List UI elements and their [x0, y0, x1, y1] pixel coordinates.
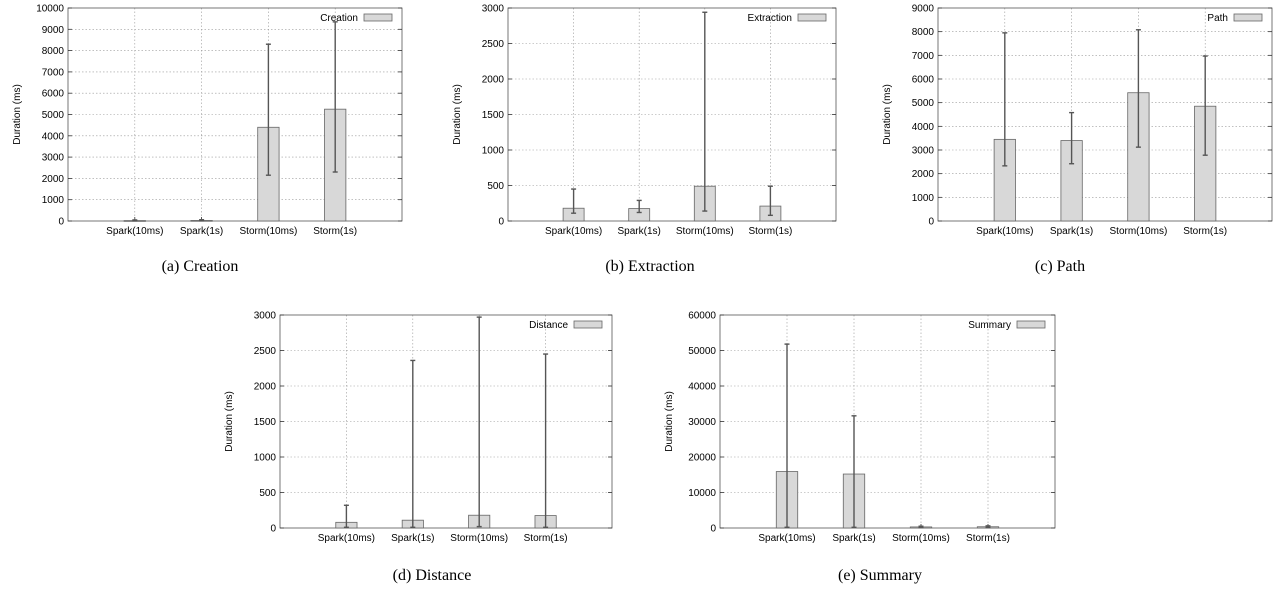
y-tick-label: 7000 [912, 51, 935, 62]
x-tick-label-storm-10ms: Storm(10ms) [450, 533, 508, 544]
legend-swatch-summary [1016, 320, 1046, 329]
x-tick-label-spark-10ms: Spark(10ms) [318, 533, 375, 544]
y-tick-label: 2000 [482, 75, 505, 86]
y-tick-label: 30000 [688, 417, 716, 428]
y-tick-label: 1500 [254, 417, 277, 428]
x-tick-label-spark-1s: Spark(1s) [618, 226, 661, 237]
y-tick-label: 1500 [482, 110, 505, 121]
y-tick-label: 9000 [912, 4, 935, 15]
y-tick-label: 3000 [482, 4, 505, 15]
y-tick-label: 500 [259, 488, 276, 499]
chart-caption-distance: (d) Distance [392, 567, 472, 584]
chart-summary-svg: 0 10000 20000 30000 40000 50000 60000 Spark(10m… [664, 311, 1056, 544]
y-axis-label: Duration (ms) [224, 391, 235, 452]
x-tick-label-spark-10ms: Spark(10ms) [545, 226, 602, 237]
y-tick-label: 1000 [482, 146, 505, 157]
x-tick-label-storm-1s: Storm(1s) [524, 533, 568, 544]
x-tick-label-spark-1s: Spark(1s) [391, 533, 434, 544]
legend-swatch-extraction [797, 13, 827, 22]
legend-label-creation: Creation [320, 13, 358, 24]
x-tick-label-storm-1s: Storm(1s) [748, 226, 792, 237]
x-tick-label-spark-1s: Spark(1s) [1050, 226, 1093, 237]
y-tick-label: 6000 [912, 75, 935, 86]
legend-label-summary: Summary [968, 320, 1011, 331]
x-tick-label-storm-1s: Storm(1s) [1183, 226, 1227, 237]
y-tick-label: 2000 [912, 169, 935, 180]
x-tick-label-spark-10ms: Spark(10ms) [976, 226, 1033, 237]
y-tick-label: 500 [487, 181, 504, 192]
legend-label-distance: Distance [529, 320, 568, 331]
y-tick-label: 1000 [42, 195, 65, 206]
chart-caption-path: (c) Path [1034, 258, 1086, 275]
x-tick-label-storm-1s: Storm(1s) [313, 226, 357, 237]
y-axis-label: Duration (ms) [12, 84, 23, 145]
y-tick-label: 60000 [688, 311, 716, 322]
y-axis-label: Duration (ms) [452, 84, 463, 145]
x-tick-label-storm-10ms: Storm(10ms) [676, 226, 734, 237]
y-tick-label: 3000 [42, 153, 65, 164]
y-tick-label: 2500 [482, 39, 505, 50]
y-tick-label: 2000 [254, 382, 277, 393]
chart-caption-summary: (e) Summary [838, 567, 922, 584]
legend-swatch-creation [363, 13, 393, 22]
chart-panel-distance: 0 500 1000 1500 2000 2500 3000 Spark(10ms) Spark… [222, 305, 632, 592]
chart-panel-summary: 0 10000 20000 30000 40000 50000 60000 Spark(10m… [660, 305, 1060, 592]
y-tick-label: 4000 [42, 131, 65, 142]
x-tick-label-spark-1s: Spark(1s) [832, 533, 875, 544]
y-tick-label: 8000 [912, 27, 935, 38]
x-tick-label-storm-10ms: Storm(10ms) [892, 533, 950, 544]
y-tick-label: 7000 [42, 67, 65, 78]
y-tick-label: 4000 [912, 122, 935, 133]
legend-label-extraction: Extraction [748, 13, 792, 24]
y-axis-label: Duration (ms) [882, 84, 893, 145]
x-tick-label-spark-10ms: Spark(10ms) [758, 533, 815, 544]
y-tick-label: 20000 [688, 453, 716, 464]
y-tick-label: 2000 [42, 174, 65, 185]
y-axis-label: Duration (ms) [664, 391, 675, 452]
y-tick-label: 3000 [912, 146, 935, 157]
y-tick-label: 0 [58, 217, 64, 228]
chart-panel-path: 0 1000 2000 3000 4000 5000 6000 7000 8000 9000 Spa… [860, 0, 1273, 285]
y-tick-label: 2500 [254, 346, 277, 357]
y-tick-label: 10000 [36, 4, 64, 15]
y-tick-label: 50000 [688, 346, 716, 357]
y-tick-label: 0 [270, 524, 276, 535]
plot-frame [937, 7, 1273, 222]
y-tick-label: 1000 [254, 453, 277, 464]
x-tick-label-spark-1s: Spark(1s) [180, 226, 223, 237]
y-tick-label: 6000 [42, 89, 65, 100]
legend-swatch-distance [573, 320, 603, 329]
chart-distance-svg: 0 500 1000 1500 2000 2500 3000 Spark(10ms) Spark… [224, 311, 613, 544]
x-tick-label-storm-10ms: Storm(10ms) [240, 226, 298, 237]
y-tick-label: 0 [928, 217, 934, 228]
y-tick-label: 1000 [912, 193, 935, 204]
y-tick-label: 40000 [688, 382, 716, 393]
legend-swatch-path [1233, 13, 1263, 22]
y-tick-label: 5000 [912, 98, 935, 109]
y-tick-label: 5000 [42, 110, 65, 121]
x-tick-label-storm-1s: Storm(1s) [966, 533, 1010, 544]
y-tick-label: 8000 [42, 46, 65, 57]
y-tick-label: 0 [498, 217, 504, 228]
legend-label-path: Path [1207, 13, 1228, 24]
y-tick-label: 10000 [688, 488, 716, 499]
x-tick-label-spark-10ms: Spark(10ms) [106, 226, 163, 237]
chart-panel-creation: 0 1000 2000 3000 4000 5000 6000 7000 8000 9000 100… [0, 0, 420, 285]
x-tick-label-storm-10ms: Storm(10ms) [1110, 226, 1168, 237]
chart-caption-creation: (a) Creation [161, 258, 239, 275]
chart-caption-extraction: (b) Extraction [605, 258, 695, 275]
chart-panel-extraction: 0 500 1000 1500 2000 2500 3000 Spark(10ms) Spark… [430, 0, 850, 285]
y-tick-label: 3000 [254, 311, 277, 322]
chart-extraction-svg: 0 500 1000 1500 2000 2500 3000 Spark(10ms) Spark… [452, 4, 837, 237]
chart-path-svg: 0 1000 2000 3000 4000 5000 6000 7000 8000 9000 Spa… [882, 4, 1273, 237]
y-tick-label: 9000 [42, 25, 65, 36]
y-tick-label: 0 [710, 524, 716, 535]
chart-creation-svg: 0 1000 2000 3000 4000 5000 6000 7000 8000 9000 100… [12, 4, 403, 237]
